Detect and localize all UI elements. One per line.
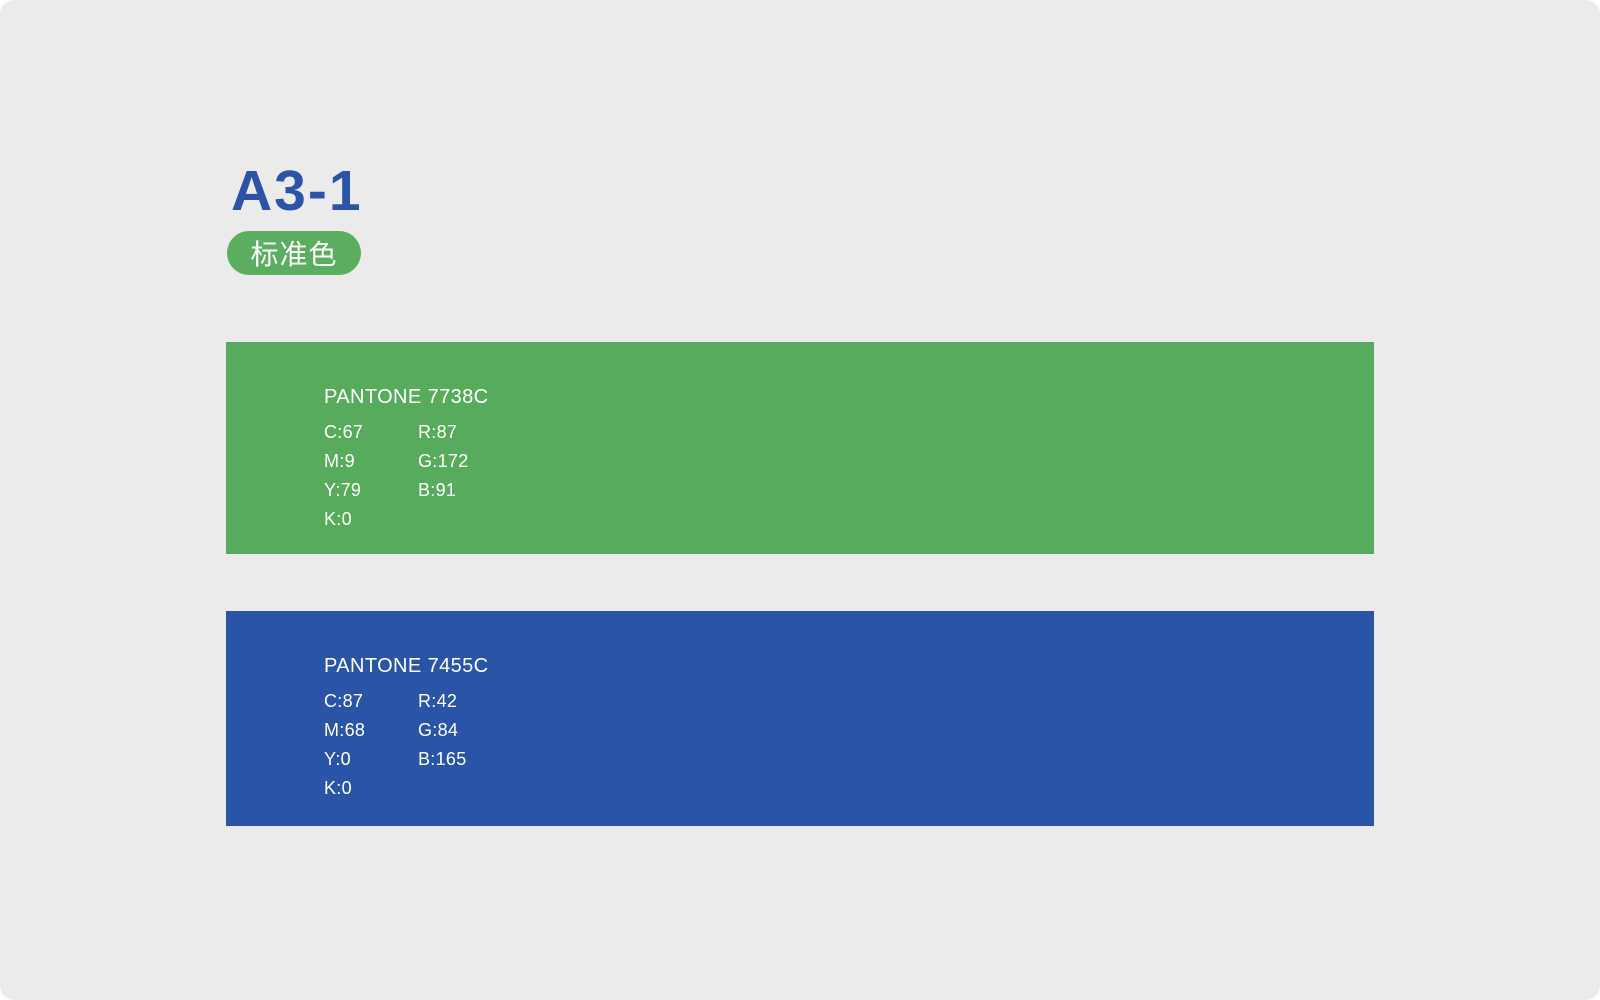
rgb-g-value: G:172 — [418, 451, 469, 471]
cmyk-m-value: M:68 — [324, 720, 366, 740]
color-values: C:87 M:68 Y:0 K:0 R:42 G:84 B:165 — [324, 687, 489, 803]
standard-color-badge: 标准色 — [227, 231, 361, 275]
rgb-b-value: B:165 — [418, 749, 467, 769]
swatch-info: PANTONE 7455C C:87 M:68 Y:0 K:0 R:42 G:8… — [324, 653, 489, 803]
cmyk-k-value: K:0 — [324, 509, 352, 529]
rgb-g-value: G:84 — [418, 720, 459, 740]
cmyk-values: C:87 M:68 Y:0 K:0 — [324, 687, 418, 803]
rgb-values: R:87 G:172 B:91 — [418, 418, 469, 534]
pantone-name: PANTONE 7738C — [324, 386, 489, 408]
pantone-name: PANTONE 7455C — [324, 655, 489, 677]
color-swatch-green: PANTONE 7738C C:67 M:9 Y:79 K:0 R:87 G:1… — [226, 342, 1374, 554]
cmyk-y-value: Y:0 — [324, 749, 351, 769]
rgb-r-value: R:42 — [418, 691, 458, 711]
cmyk-c-value: C:87 — [324, 691, 364, 711]
rgb-values: R:42 G:84 B:165 — [418, 687, 467, 803]
color-values: C:67 M:9 Y:79 K:0 R:87 G:172 B:91 — [324, 418, 489, 534]
color-swatch-blue: PANTONE 7455C C:87 M:68 Y:0 K:0 R:42 G:8… — [226, 611, 1374, 826]
cmyk-k-value: K:0 — [324, 778, 352, 798]
page-title: A3-1 — [231, 159, 363, 223]
rgb-r-value: R:87 — [418, 422, 458, 442]
cmyk-c-value: C:67 — [324, 422, 364, 442]
cmyk-m-value: M:9 — [324, 451, 355, 471]
rgb-b-value: B:91 — [418, 480, 457, 500]
cmyk-values: C:67 M:9 Y:79 K:0 — [324, 418, 418, 534]
swatch-info: PANTONE 7738C C:67 M:9 Y:79 K:0 R:87 G:1… — [324, 384, 489, 534]
cmyk-y-value: Y:79 — [324, 480, 362, 500]
